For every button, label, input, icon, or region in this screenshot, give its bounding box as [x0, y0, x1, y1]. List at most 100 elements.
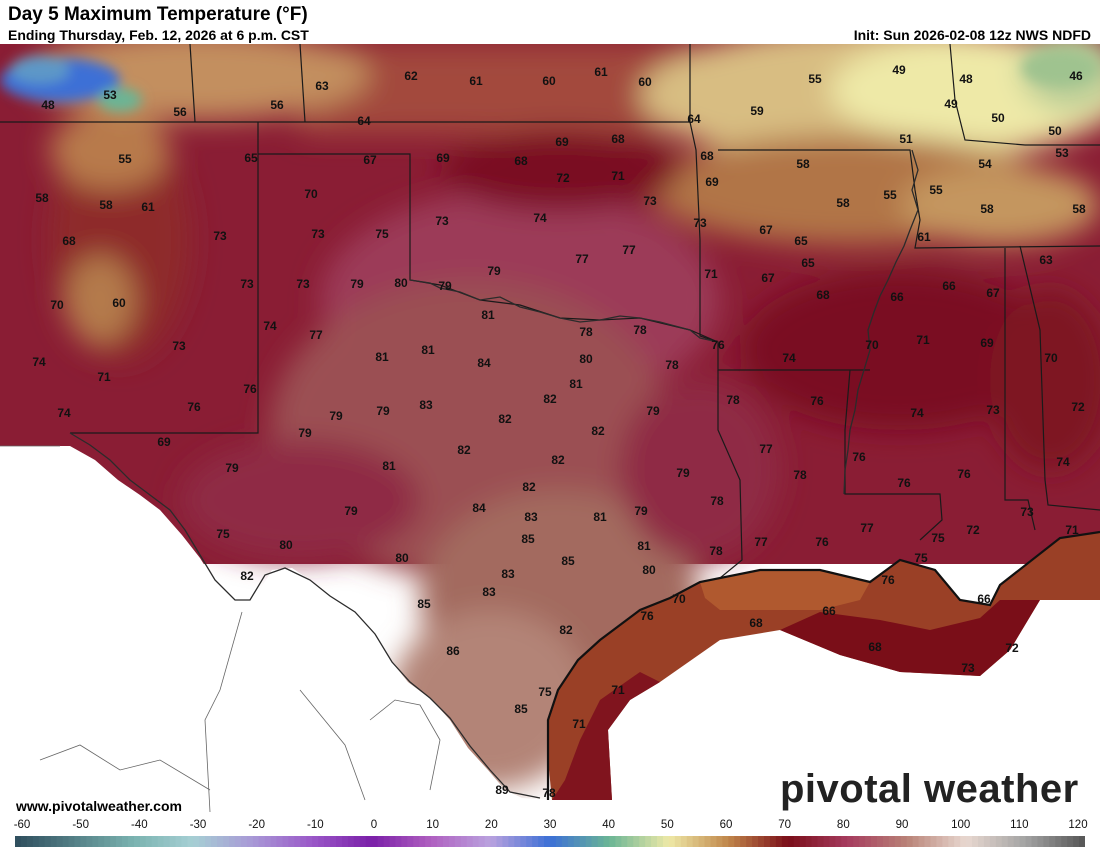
colorbar-segment [978, 836, 985, 847]
colorbar-segment [835, 836, 842, 847]
temperature-label: 80 [279, 538, 293, 552]
colorbar-segment [306, 836, 313, 847]
temperature-label: 59 [750, 104, 764, 118]
temperature-label: 71 [704, 267, 718, 281]
colorbar-segment [657, 836, 664, 847]
colorbar-segment [56, 836, 64, 847]
temperature-label: 78 [665, 358, 679, 372]
temperature-label: 63 [1039, 253, 1053, 267]
colorbar-segment [769, 836, 777, 847]
colorbar-segment [205, 836, 212, 847]
colorbar-segment [389, 836, 397, 847]
temperature-label: 78 [726, 393, 740, 407]
colorbar-segment [26, 836, 34, 847]
colorbar-segment [995, 836, 1003, 847]
temperature-label: 80 [394, 276, 408, 290]
temperature-label: 56 [270, 98, 284, 112]
temperature-label: 82 [591, 424, 605, 438]
temperature-label: 63 [315, 79, 329, 93]
temperature-label: 68 [62, 234, 76, 248]
temperature-label: 46 [1069, 69, 1083, 83]
temperature-label: 79 [438, 279, 452, 293]
colorbar-tick-label: 120 [1068, 819, 1088, 831]
colorbar-segment [954, 836, 961, 847]
colorbar [15, 836, 1085, 847]
temperature-label: 82 [457, 443, 471, 457]
colorbar-tick-label: 30 [543, 819, 557, 831]
colorbar-segment [645, 836, 652, 847]
temperature-label: 51 [899, 132, 913, 146]
temperature-label: 60 [638, 75, 652, 89]
temperature-label: 76 [711, 338, 725, 352]
colorbar-segment [1031, 836, 1039, 847]
colorbar-segment [983, 836, 991, 847]
colorbar-segment [288, 836, 295, 847]
temperature-label: 77 [309, 328, 323, 342]
temperature-label: 79 [350, 277, 364, 291]
temperature-label: 58 [980, 202, 994, 216]
colorbar-segment [871, 836, 878, 847]
colorbar-segment [104, 836, 111, 847]
colorbar-segment [989, 836, 997, 847]
coastline [546, 530, 1100, 800]
colorbar-segment [157, 836, 165, 847]
colorbar-segment [532, 836, 539, 847]
colorbar-segment [847, 836, 854, 847]
temperature-label: 53 [1055, 146, 1069, 160]
temperature-label: 65 [244, 151, 258, 165]
temperature-label: 85 [417, 597, 431, 611]
colorbar-segment [972, 836, 979, 847]
colorbar-segment [573, 836, 581, 847]
temperature-label: 78 [710, 494, 724, 508]
temperature-label: 82 [498, 412, 512, 426]
colorbar-segment [1001, 836, 1009, 847]
temperature-label: 77 [754, 535, 768, 549]
colorbar-segment [122, 836, 129, 847]
gulf-water-field [548, 532, 1100, 800]
temperature-label: 71 [572, 717, 586, 731]
rivers [69, 149, 919, 799]
colorbar-segment [698, 836, 706, 847]
colorbar-segment [1061, 836, 1068, 847]
temperature-label: 73 [643, 194, 657, 208]
colorbar-segment [139, 836, 147, 847]
colorbar-tick-label: -30 [189, 819, 207, 831]
temperature-label: 68 [611, 132, 625, 146]
temperature-label: 76 [881, 573, 895, 587]
colorbar-segment [621, 836, 628, 847]
temperature-label: 81 [421, 343, 435, 357]
colorbar-segment [336, 836, 343, 847]
temperature-label: 48 [41, 98, 55, 112]
colorbar-segment [865, 836, 872, 847]
temperature-label: 48 [959, 72, 973, 86]
colorbar-segment [918, 836, 926, 847]
temperature-label: 89 [495, 783, 509, 797]
colorbar-segment [1025, 836, 1033, 847]
temperature-label: 79 [376, 404, 390, 418]
temperature-label: 73 [1020, 505, 1034, 519]
colorbar-segment [609, 836, 616, 847]
temperature-label: 77 [575, 252, 589, 266]
colorbar-segment [734, 836, 741, 847]
colorbar-segment [882, 836, 890, 847]
colorbar-segment [746, 836, 753, 847]
colorbar-segment [948, 836, 955, 847]
temperature-label: 78 [793, 468, 807, 482]
colorbar-tick-label: -40 [131, 819, 148, 831]
temperature-label: 70 [304, 187, 318, 201]
temperature-label: 76 [243, 382, 257, 396]
temperature-label: 72 [1005, 641, 1019, 655]
colorbar-tick-label: 90 [895, 819, 909, 831]
colorbar-tick-label: 40 [602, 819, 616, 831]
colorbar-segment [538, 836, 545, 847]
temperature-label: 74 [263, 319, 277, 333]
colorbar-segment [20, 836, 28, 847]
colorbar-segment [668, 836, 676, 847]
temperature-label: 76 [815, 535, 829, 549]
temperature-label: 58 [796, 157, 810, 171]
temperature-label: 78 [633, 323, 647, 337]
colorbar-segment [615, 836, 622, 847]
colorbar-tick-label: -10 [307, 819, 324, 831]
header: Day 5 Maximum Temperature (°F) Ending Th… [0, 0, 1100, 44]
colorbar-segment [900, 836, 908, 847]
